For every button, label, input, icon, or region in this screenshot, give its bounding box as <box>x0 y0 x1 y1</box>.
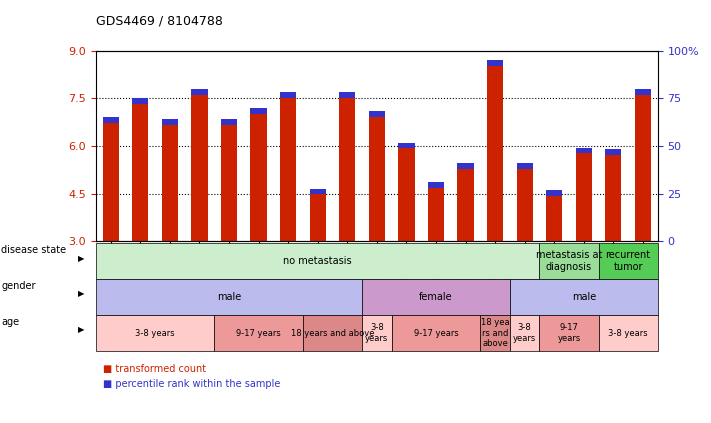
Bar <box>221 119 237 241</box>
Bar <box>576 148 592 153</box>
Text: female: female <box>419 292 453 302</box>
Text: ▶: ▶ <box>78 325 85 335</box>
Bar <box>635 89 651 241</box>
Text: metastasis at
diagnosis: metastasis at diagnosis <box>536 250 602 272</box>
Bar <box>250 108 267 114</box>
Text: ▶: ▶ <box>78 289 85 299</box>
Text: 18 yea
rs and
above: 18 yea rs and above <box>481 318 509 348</box>
Text: 3-8
years: 3-8 years <box>513 324 536 343</box>
Text: 3-8 years: 3-8 years <box>609 329 648 338</box>
Bar <box>280 92 296 241</box>
Bar <box>546 190 562 241</box>
Bar <box>309 189 326 195</box>
Bar <box>250 108 267 241</box>
Text: gender: gender <box>1 281 36 291</box>
Bar <box>132 99 149 241</box>
Bar <box>191 89 208 241</box>
Text: ▶: ▶ <box>78 253 85 263</box>
Text: recurrent
tumor: recurrent tumor <box>606 250 651 272</box>
Text: male: male <box>217 292 241 302</box>
Text: ■ percentile rank within the sample: ■ percentile rank within the sample <box>103 379 280 389</box>
Bar <box>398 143 415 148</box>
Bar <box>576 148 592 241</box>
Text: no metastasis: no metastasis <box>284 256 352 266</box>
Text: 3-8
years: 3-8 years <box>365 324 388 343</box>
Bar <box>339 92 356 241</box>
Text: 18 years and above: 18 years and above <box>291 329 374 338</box>
Text: 9-17 years: 9-17 years <box>236 329 281 338</box>
Text: GDS4469 / 8104788: GDS4469 / 8104788 <box>96 14 223 27</box>
Bar <box>635 89 651 95</box>
Text: 3-8 years: 3-8 years <box>135 329 175 338</box>
Bar <box>428 182 444 241</box>
Bar <box>516 163 533 241</box>
Text: ■ transformed count: ■ transformed count <box>103 364 206 374</box>
Bar <box>398 143 415 241</box>
Bar <box>162 119 178 125</box>
Bar <box>162 119 178 241</box>
Bar <box>605 149 621 241</box>
Bar <box>605 149 621 155</box>
Text: disease state: disease state <box>1 245 67 255</box>
Bar <box>102 118 119 123</box>
Bar <box>516 163 533 169</box>
Bar <box>280 92 296 98</box>
Bar <box>369 111 385 117</box>
Text: 9-17
years: 9-17 years <box>557 324 581 343</box>
Text: age: age <box>1 317 19 327</box>
Bar <box>428 182 444 188</box>
Bar <box>457 163 474 169</box>
Bar <box>191 89 208 95</box>
Bar <box>457 163 474 241</box>
Bar <box>339 92 356 98</box>
Bar <box>309 189 326 241</box>
Bar <box>132 99 149 104</box>
Bar <box>546 190 562 196</box>
Bar <box>221 119 237 125</box>
Bar <box>102 118 119 241</box>
Bar <box>369 111 385 241</box>
Bar <box>487 60 503 241</box>
Text: male: male <box>572 292 596 302</box>
Bar <box>487 60 503 66</box>
Text: 9-17 years: 9-17 years <box>414 329 459 338</box>
